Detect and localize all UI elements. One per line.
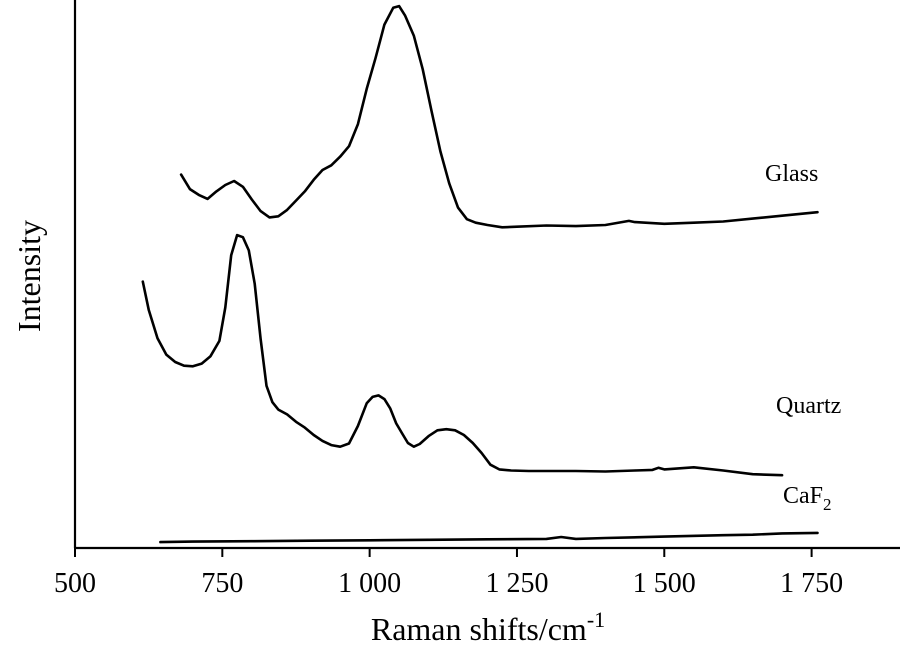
series-line-glass	[179, 4, 819, 229]
axes	[73, 0, 900, 550]
x-axis-title-superscript: -1	[587, 607, 605, 632]
x-tick-label: 750	[201, 568, 243, 599]
x-axis-title: Raman shifts/cm-1	[371, 607, 605, 647]
x-tick-label: 1 250	[485, 568, 548, 599]
series-label-text: Quartz	[776, 393, 841, 419]
y-axis-title: Intensity	[11, 220, 47, 332]
x-tick-label: 1 000	[338, 568, 401, 599]
x-ticks	[74, 548, 813, 557]
series-label-subscript: 2	[823, 495, 832, 514]
series-labels: Glass Quartz CaF2	[765, 161, 841, 514]
x-tick-label: 500	[54, 568, 96, 599]
series-label-quartz: Quartz	[776, 393, 841, 419]
series-label-text: Glass	[765, 161, 818, 187]
x-tick-labels: 500 750 1 000 1 250 1 500 1 750	[54, 568, 843, 599]
series-label-text: CaF	[783, 483, 823, 509]
series-label-glass: Glass	[765, 161, 818, 187]
series-group	[141, 4, 819, 544]
series-label-caf: CaF2	[783, 483, 832, 514]
series-line-caf	[159, 531, 819, 544]
x-axis-title-text: Raman shifts/cm	[371, 611, 587, 647]
x-tick-label: 1 750	[780, 568, 843, 599]
series-line-quartz	[141, 233, 784, 477]
x-tick-label: 1 500	[633, 568, 696, 599]
